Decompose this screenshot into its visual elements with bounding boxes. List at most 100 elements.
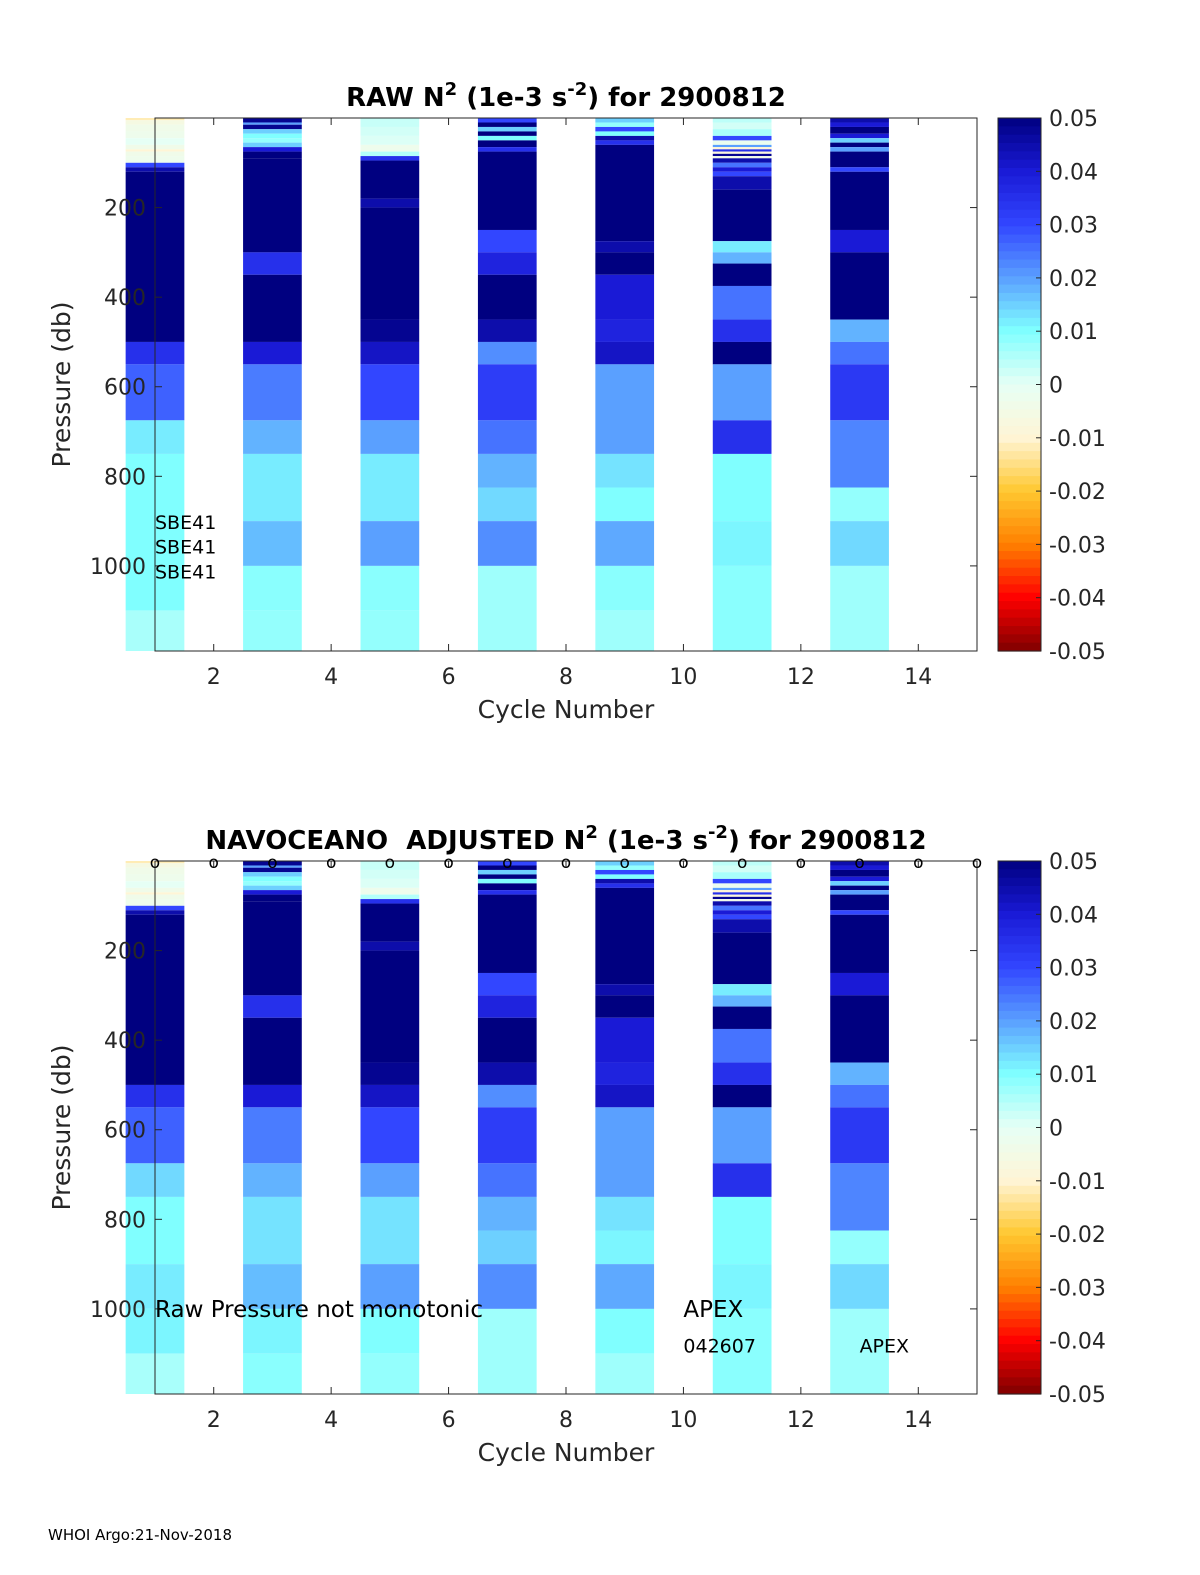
n2-cell bbox=[712, 899, 772, 902]
colorbar-segment bbox=[998, 184, 1041, 194]
y-tick-label: 800 bbox=[104, 465, 146, 490]
colorbar-segment bbox=[998, 609, 1041, 619]
colorbar-segment bbox=[998, 276, 1041, 286]
n2-cell bbox=[595, 565, 655, 611]
n2-cell bbox=[595, 341, 655, 365]
n2-cell bbox=[830, 972, 889, 996]
colorbar-segment bbox=[998, 142, 1041, 152]
n2-cell bbox=[477, 229, 537, 253]
colorbar-segment bbox=[998, 551, 1041, 560]
colorbar-segment bbox=[998, 1360, 1041, 1370]
colorbar-segment bbox=[998, 367, 1041, 377]
n2-cell bbox=[712, 263, 772, 286]
colorbar-segment bbox=[998, 1227, 1041, 1237]
colorbar-segment bbox=[998, 459, 1041, 469]
colorbar-segment bbox=[998, 1085, 1041, 1095]
colorbar-segment bbox=[998, 317, 1041, 327]
n2-cell bbox=[360, 341, 420, 365]
colorbar-segment bbox=[998, 1319, 1041, 1328]
title-text: (1e-3 s bbox=[457, 83, 567, 113]
n2-cell bbox=[712, 932, 772, 985]
n2-cell bbox=[712, 865, 772, 873]
profile-column bbox=[477, 118, 537, 651]
n2-cell bbox=[477, 453, 537, 488]
colorbar-tick-label: -0.01 bbox=[1049, 1170, 1106, 1195]
n2-cell bbox=[360, 887, 420, 895]
surface-marker: o bbox=[854, 853, 864, 873]
n2-cell bbox=[360, 950, 420, 1063]
colorbar-tick-label: -0.04 bbox=[1049, 587, 1106, 612]
n2-cell bbox=[830, 252, 889, 320]
colorbar-segment bbox=[998, 861, 1041, 870]
n2-cell bbox=[360, 135, 420, 145]
n2-cell bbox=[830, 122, 889, 127]
n2-cell bbox=[830, 1230, 889, 1265]
n2-cell bbox=[477, 995, 537, 1018]
n2-cell bbox=[477, 252, 537, 275]
colorbar-segment bbox=[998, 902, 1041, 912]
colorbar-tick-label: 0.02 bbox=[1049, 267, 1098, 292]
n2-cell bbox=[360, 319, 420, 342]
n2-cell bbox=[477, 1017, 537, 1063]
colorbar-segment bbox=[998, 1052, 1041, 1062]
n2-cell bbox=[360, 207, 420, 320]
colorbar-segment bbox=[998, 1027, 1041, 1037]
n2-cell bbox=[477, 341, 537, 365]
n2-cell bbox=[360, 364, 420, 421]
colorbar-segment bbox=[998, 1177, 1041, 1187]
n2-cell bbox=[243, 341, 302, 365]
colorbar-segment bbox=[998, 1135, 1041, 1145]
profile-column bbox=[712, 861, 772, 1394]
colorbar-segment bbox=[998, 401, 1041, 411]
colorbar-segment bbox=[998, 534, 1041, 544]
colorbar-segment bbox=[998, 1335, 1041, 1345]
y-tick-label: 800 bbox=[104, 1208, 146, 1233]
n2-cell bbox=[243, 1084, 302, 1108]
colorbar-segment bbox=[998, 567, 1041, 577]
colorbar-tick-label: 0.04 bbox=[1049, 903, 1098, 928]
colorbar-segment bbox=[998, 642, 1041, 652]
n2-cell bbox=[360, 903, 420, 942]
colorbar-segment bbox=[998, 1019, 1041, 1029]
y-tick-label: 200 bbox=[104, 197, 146, 222]
n2-cell bbox=[830, 142, 889, 148]
y-tick-label: 400 bbox=[104, 286, 146, 311]
colorbar-tick-label: -0.02 bbox=[1049, 1223, 1106, 1248]
colorbar-segment bbox=[998, 1010, 1041, 1020]
n2-cell bbox=[712, 171, 772, 177]
surface-marker: o bbox=[443, 853, 453, 873]
n2-cell bbox=[830, 914, 889, 973]
colorbar-tick-label: -0.01 bbox=[1049, 427, 1106, 452]
n2-cell bbox=[243, 890, 302, 895]
n2-cell bbox=[477, 420, 537, 454]
colorbar-tick-label: -0.04 bbox=[1049, 1330, 1106, 1355]
n2-cell bbox=[595, 118, 655, 123]
colorbar-segment bbox=[998, 201, 1041, 211]
n2-cell bbox=[595, 487, 655, 522]
n2-cell bbox=[243, 995, 302, 1018]
n2-cell bbox=[360, 1264, 420, 1309]
n2-cell bbox=[595, 252, 655, 275]
colorbar-segment bbox=[998, 1219, 1041, 1229]
title-text: ) for 2900812 bbox=[587, 83, 786, 113]
n2-cell bbox=[712, 892, 772, 895]
n2-cell bbox=[712, 1308, 772, 1394]
colorbar-segment bbox=[998, 894, 1041, 904]
n2-cell bbox=[243, 867, 302, 873]
colorbar-segment bbox=[998, 1069, 1041, 1079]
surface-marker: o bbox=[678, 853, 688, 873]
x-tick-label: 14 bbox=[904, 1408, 932, 1433]
colorbar-segment bbox=[998, 409, 1041, 419]
n2-cell bbox=[830, 885, 889, 891]
n2-cell bbox=[712, 878, 772, 884]
colorbar-segment bbox=[998, 542, 1041, 552]
n2-cell bbox=[830, 341, 889, 365]
n2-cell bbox=[243, 420, 302, 454]
n2-cell bbox=[477, 865, 537, 870]
n2-cell bbox=[830, 229, 889, 253]
colorbar-segment bbox=[998, 944, 1041, 954]
n2-cell bbox=[360, 1107, 420, 1164]
n2-cell bbox=[360, 899, 420, 904]
colorbar-segment bbox=[998, 192, 1041, 202]
n2-cell bbox=[477, 126, 537, 132]
